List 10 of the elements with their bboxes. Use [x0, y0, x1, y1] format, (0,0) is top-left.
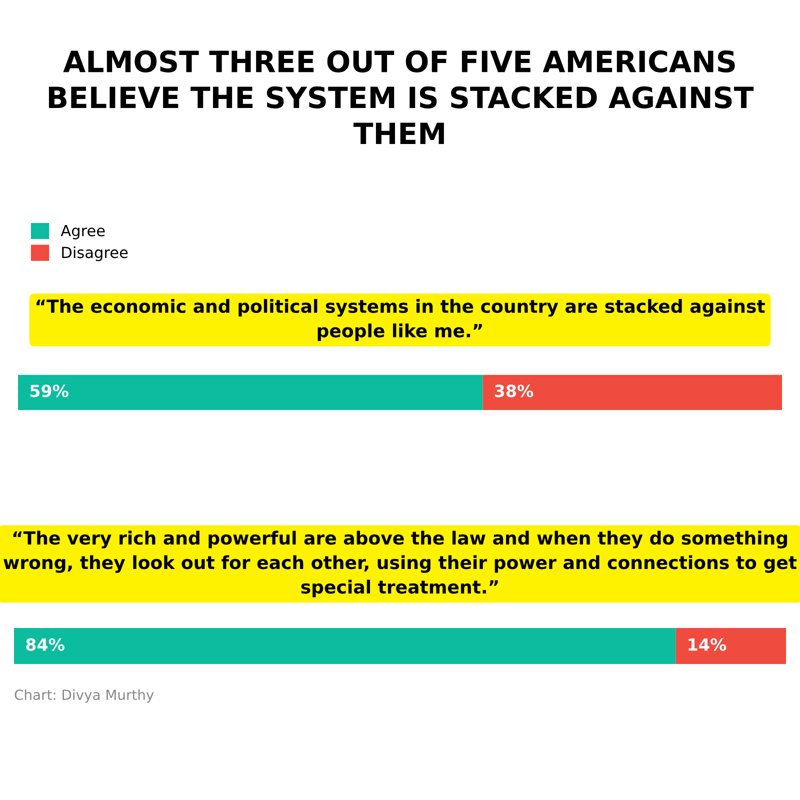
text: Chart: Divya Murthy: [14, 689, 154, 703]
data-label: 14%: [688, 638, 726, 651]
data-label: 59%: [30, 384, 68, 398]
data-label: 84%: [26, 638, 64, 651]
chart-title: ALMOST THREE OUT OF FIVE AMERICANS BELIEVE THE SYSTEM IS STACKED AGAINST THEM: [48, 50, 754, 144]
chart-subtitle: “The economic and political systems in the country are stacked against people like me.”: [36, 299, 765, 341]
chart-subtitle: “The very rich and powerful are above the law and when they do something wrong, they look out for each other, using their power and connections to get special treatment.”: [4, 530, 797, 598]
legend-label: Disagree: [62, 246, 128, 262]
legend-label: Agree: [60, 225, 105, 240]
data-label: 38%: [494, 384, 534, 398]
